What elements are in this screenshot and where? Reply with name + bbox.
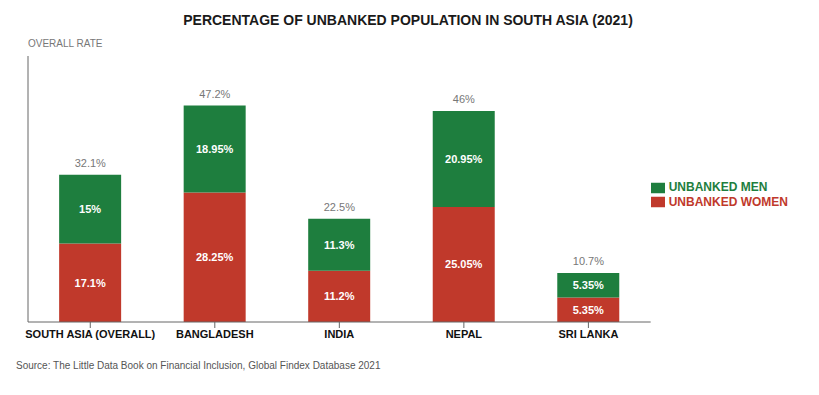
html-text:UNBANKED MEN: UNBANKED MEN xyxy=(668,179,768,194)
svg-text:BANGLADESH: BANGLADESH xyxy=(176,328,254,340)
svg-text:47.2%: 47.2% xyxy=(199,88,230,100)
svg-text:NEPAL: NEPAL xyxy=(446,328,483,340)
svg-text:11.2%: 11.2% xyxy=(324,290,355,302)
svg-text:22.5%: 22.5% xyxy=(324,201,355,213)
svg-text:20.95%: 20.95% xyxy=(445,153,483,165)
svg-text:15%: 15% xyxy=(79,203,101,215)
svg-text:28.25%: 28.25% xyxy=(196,251,234,263)
html-text:UNBANKED WOMEN: UNBANKED WOMEN xyxy=(668,194,788,209)
html-text:PERCENTAGE OF UNBANKED POPULAT: PERCENTAGE OF UNBANKED POPULATION IN SOU… xyxy=(183,12,633,28)
svg-text:5.35%: 5.35% xyxy=(573,279,604,291)
svg-text:INDIA: INDIA xyxy=(324,328,354,340)
svg-text:SRI LANKA: SRI LANKA xyxy=(558,328,618,340)
svg-text:46%: 46% xyxy=(453,93,475,105)
svg-text:11.3%: 11.3% xyxy=(324,239,355,251)
svg-text:32.1%: 32.1% xyxy=(75,157,106,169)
html-text:Source: The Little Data Book o: Source: The Little Data Book on Financia… xyxy=(16,360,381,371)
svg-text:10.7%: 10.7% xyxy=(573,255,604,267)
svg-text:5.35%: 5.35% xyxy=(573,304,604,316)
svg-text:25.05%: 25.05% xyxy=(445,258,483,270)
svg-text:17.1%: 17.1% xyxy=(75,277,106,289)
svg-text:SOUTH ASIA (OVERALL): SOUTH ASIA (OVERALL) xyxy=(25,328,155,340)
html-text:OVERALL RATE: OVERALL RATE xyxy=(28,38,103,49)
svg-text:18.95%: 18.95% xyxy=(196,143,234,155)
